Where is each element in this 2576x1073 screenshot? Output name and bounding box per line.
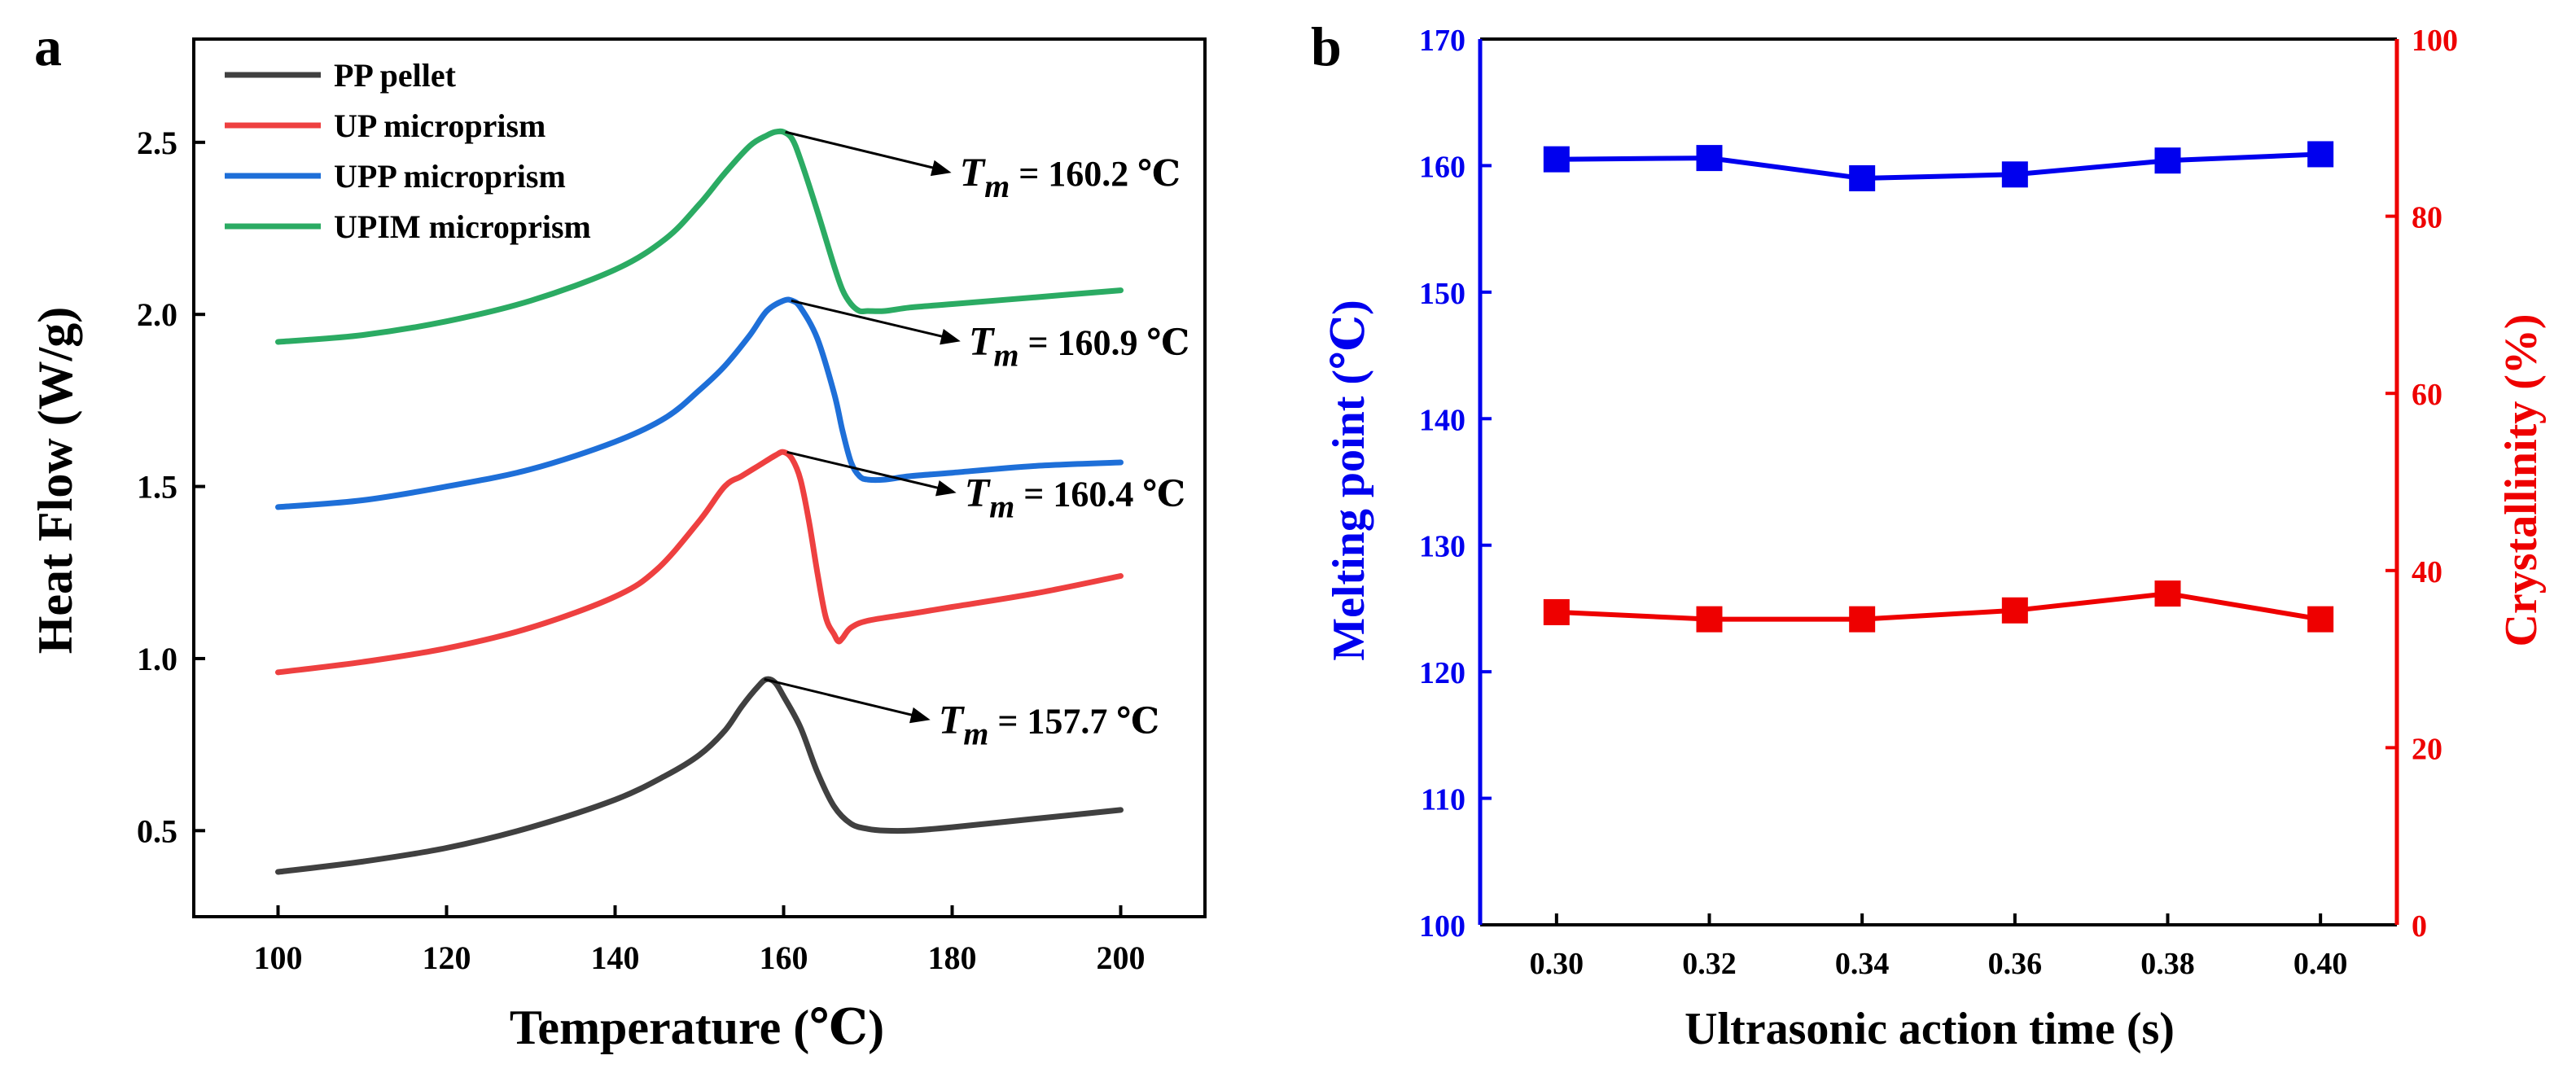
left-y-tick-label: 160: [1419, 150, 1465, 184]
tm-subscript: m: [963, 715, 988, 751]
panel-a-y-axis-label: Heat Flow (W/g): [28, 307, 82, 655]
legend-entry: UPP microprism: [334, 158, 566, 195]
left-y-tick-label: 140: [1419, 403, 1465, 437]
y-tick-label: 1.0: [137, 641, 177, 677]
left-y-tick-label: 150: [1419, 277, 1465, 311]
peak-temperature-label: Tm = 160.9 ℃: [969, 318, 1189, 373]
right-y-tick-label: 40: [2412, 555, 2442, 589]
legend-entry: PP pellet: [334, 57, 457, 94]
tm-value: = 160.2 ℃: [1010, 154, 1181, 194]
crystallinity-marker: [2307, 606, 2334, 633]
x-tick-label: 140: [591, 939, 640, 976]
x-tick-label: 100: [254, 939, 303, 976]
panel-a-label: a: [34, 15, 62, 77]
tm-value: = 160.9 ℃: [1019, 322, 1189, 362]
x-tick-label: 160: [760, 939, 808, 976]
panel-a-ticks: 100 120 140 160 180 200 0.5 1.0 1.5 2.0 2.5: [137, 125, 1146, 976]
left-y-tick-label: 100: [1419, 909, 1465, 944]
panel-b-right-y-axis-label: Crystallinity (%): [2496, 313, 2547, 646]
panel-a-peak-annotations: Tm = 157.7 ℃Tm = 160.4 ℃Tm = 160.9 ℃Tm =…: [764, 130, 1189, 751]
melting-point-marker: [2307, 141, 2334, 168]
panel-b-dual-axis-chart: b 0.30 0.32 0.34 0.36 0.38 0.40 100 110 120 130 14…: [1311, 15, 2547, 1054]
x-tick-label: 180: [928, 939, 977, 976]
left-y-tick-label: 120: [1419, 656, 1465, 690]
heat-flow-curve: [275, 449, 1124, 676]
y-tick-label: 1.5: [137, 469, 177, 506]
melting-point-marker: [1696, 145, 1723, 172]
tm-subscript: m: [984, 168, 1010, 204]
tm-symbol: T: [969, 318, 996, 363]
peak-temperature-label: Tm = 160.4 ℃: [965, 469, 1185, 524]
crystallinity-marker: [1849, 606, 1876, 633]
left-y-tick-label: 110: [1421, 783, 1465, 817]
crystallinity-marker: [1696, 606, 1723, 633]
right-y-tick-label: 100: [2412, 24, 2458, 58]
annotation-arrow-head: [935, 480, 957, 497]
melting-point-marker: [2154, 147, 2181, 174]
annotation-arrow-head: [940, 328, 961, 345]
panel-b-label: b: [1311, 15, 1342, 77]
annotation-arrow-head: [930, 160, 952, 177]
legend-entry: UP microprism: [334, 107, 545, 144]
x-tick-label: 0.34: [1835, 947, 1890, 981]
tm-value: = 160.4 ℃: [1014, 474, 1185, 514]
y-tick-label: 2.0: [137, 296, 177, 333]
peak-temperature-label: Tm = 157.7 ℃: [939, 696, 1159, 751]
y-tick-label: 2.5: [137, 125, 177, 161]
heat-flow-curve: [275, 128, 1124, 345]
panel-a-x-axis-label: Temperature (℃): [510, 1001, 884, 1054]
right-y-tick-label: 20: [2412, 732, 2442, 766]
annotation-arrow-line: [785, 130, 940, 171]
x-tick-label: 200: [1097, 939, 1146, 976]
left-y-tick-label: 170: [1419, 24, 1465, 58]
crystallinity-marker: [1543, 598, 1570, 625]
crystallinity-marker: [2154, 580, 2181, 607]
melting-point-marker: [1849, 164, 1876, 191]
annotation-arrow-head: [909, 707, 931, 724]
panel-b-left-y-axis-label: Melting point (℃): [1324, 300, 1374, 661]
x-tick-label: 0.40: [2293, 947, 2348, 981]
x-tick-label: 0.38: [2140, 947, 2195, 981]
crystallinity-line: [1556, 591, 2321, 622]
annotation-arrow-line: [786, 450, 945, 491]
annotation-arrow-line: [791, 299, 950, 339]
legend-entry: UPIM microprism: [334, 208, 591, 245]
panel-a-heat-flow-chart: a 100 120 140 160 180 200 0.5 1.0 1.5 2.0 2.5 Tm =…: [28, 15, 1207, 1054]
annotation-arrow-line: [764, 677, 920, 718]
right-y-tick-label: 80: [2412, 201, 2442, 235]
tm-symbol: T: [960, 149, 987, 195]
panel-a-plot-frame: [192, 37, 1207, 918]
right-y-tick-label: 0: [2412, 909, 2427, 944]
panel-b-series: [1543, 141, 2334, 633]
left-y-tick-label: 130: [1419, 530, 1465, 564]
right-y-tick-label: 60: [2412, 378, 2442, 412]
tm-symbol: T: [965, 469, 992, 515]
panel-b-x-axis-label: Ultrasonic action time (s): [1684, 1004, 2175, 1054]
panel-a-legend: PP pellet UP microprism UPP microprism UPIM…: [225, 57, 591, 245]
melting-point-line: [1556, 151, 2321, 182]
peak-temperature-label: Tm = 160.2 ℃: [960, 149, 1181, 204]
tm-subscript: m: [993, 336, 1019, 373]
melting-point-marker: [2001, 161, 2028, 188]
crystallinity-marker: [2001, 597, 2028, 624]
x-tick-label: 0.36: [1988, 947, 2043, 981]
tm-value: = 157.7 ℃: [988, 701, 1159, 741]
x-tick-label: 0.32: [1682, 947, 1737, 981]
x-tick-label: 0.30: [1530, 947, 1584, 981]
tm-subscript: m: [989, 488, 1014, 524]
y-tick-label: 0.5: [137, 812, 177, 849]
x-tick-label: 120: [423, 939, 471, 976]
tm-symbol: T: [939, 696, 966, 742]
melting-point-marker: [1543, 146, 1570, 173]
